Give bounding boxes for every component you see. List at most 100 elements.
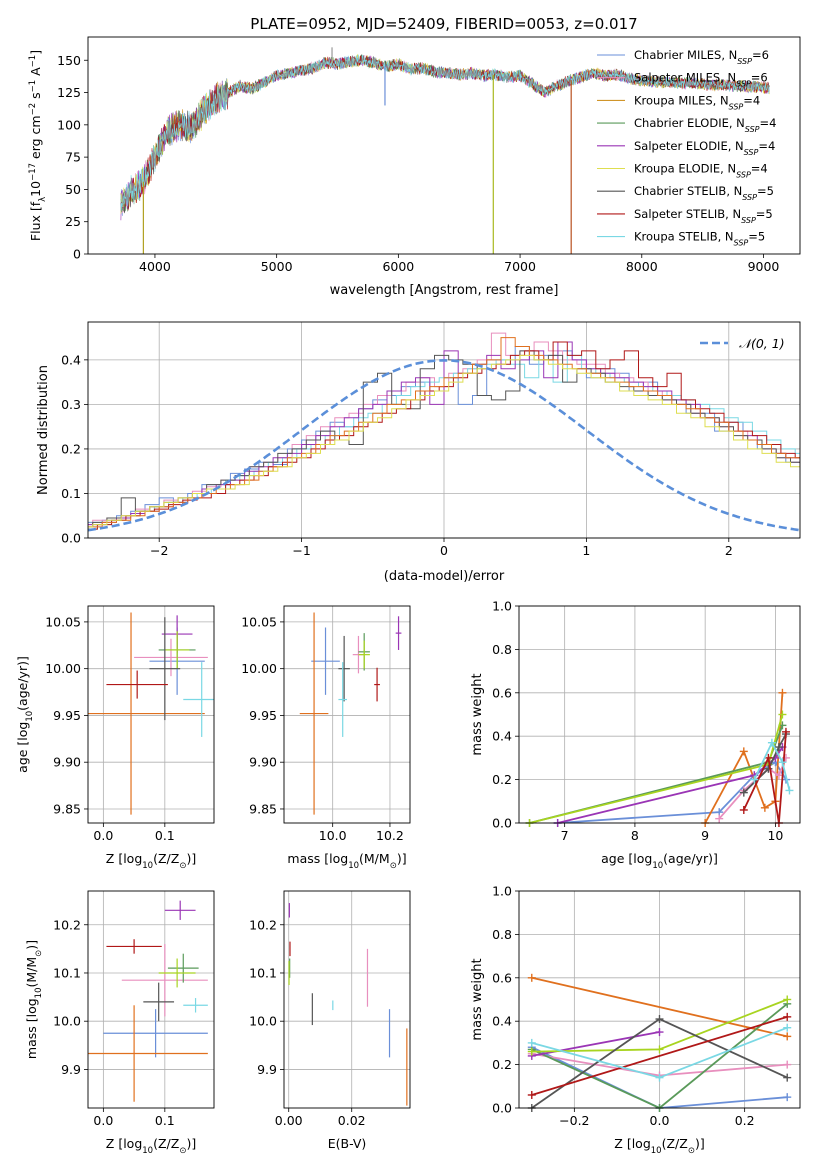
legend-label: Salpeter MILES, N	[634, 71, 736, 85]
x-tick-label: 0.00	[275, 1113, 303, 1128]
y-axis-label-part: A	[28, 67, 43, 80]
y-axis-label: Normed distribution	[36, 365, 51, 495]
y-tick-label: 1.0	[492, 884, 512, 899]
y-tick-label: 0.4	[492, 729, 512, 744]
x-axis-label-part: Z [log	[614, 1136, 650, 1151]
histogram-series	[88, 332, 800, 526]
y-axis-label-part: 10	[25, 711, 35, 722]
y-tick-label: 0.3	[61, 397, 81, 412]
x-axis-label-part: 10	[348, 861, 359, 871]
legend-sub: SSP	[744, 147, 759, 156]
legend-suffix: =5	[757, 184, 774, 198]
legend-entry: Salpeter STELIB, NSSP=5	[634, 207, 773, 225]
y-tick-label: 25	[65, 214, 81, 229]
x-tick-label: 8	[631, 828, 639, 843]
y-tick-label: 0.1	[61, 486, 81, 501]
x-axis-label-part: ⊙	[179, 1146, 186, 1156]
x-axis-label-part: Z [log	[106, 1136, 142, 1151]
x-tick-label: 0.02	[338, 1113, 366, 1128]
y-tick-label: 10.2	[249, 917, 277, 932]
legend-label: Chabrier MILES, N	[634, 48, 737, 62]
legend-entry: Chabrier MILES, NSSP=6	[634, 48, 769, 66]
x-tick-label: 5000	[261, 259, 293, 274]
x-tick-label: 9	[701, 828, 709, 843]
y-axis-label-part: 10	[28, 181, 43, 197]
x-tick-label: 9000	[748, 259, 780, 274]
x-axis-label-part: (Z/Z	[662, 1136, 688, 1151]
legend-sub: SSP	[741, 215, 756, 224]
x-axis-label-part: 10	[142, 1146, 153, 1156]
y-axis-label: mass [log10(M/M⊙)]	[24, 940, 44, 1059]
x-axis-label-part: ⊙	[179, 861, 186, 871]
y-axis-label: mass weight	[470, 673, 485, 755]
x-tick-label: 0.0	[93, 1113, 113, 1128]
spectrum-axes: 4000 5000 6000 7000 8000 9000 0 25 50 75 100 125 150…	[28, 15, 801, 298]
y-tick-label: 9.9	[61, 1062, 81, 1077]
mass-weight-line	[531, 976, 788, 1038]
y-axis-label-part: −1	[28, 55, 38, 68]
legend-entry: Salpeter MILES, NSSP=6	[634, 71, 768, 89]
y-axis-label-part: ]	[28, 50, 43, 55]
axes-frame	[518, 890, 801, 1109]
mass-weight-line	[743, 733, 787, 794]
y-axis-label-part: ⊙	[34, 950, 44, 957]
mass-weight-line	[531, 1046, 788, 1108]
legend-entry: Kroupa STELIB, NSSP=5	[634, 230, 765, 248]
y-tick-label: 1.0	[492, 599, 512, 614]
legend-label: Chabrier ELODIE, N	[634, 116, 745, 130]
histogram-series	[88, 354, 800, 528]
legend-entry: Chabrier ELODIE, NSSP=4	[634, 116, 776, 134]
x-tick-label: 10.0	[319, 828, 347, 843]
y-axis-label-part: 10	[34, 987, 44, 998]
legend-suffix: =4	[743, 93, 760, 107]
x-tick-label: 8000	[626, 259, 658, 274]
x-axis-label: Z [log10(Z/Z⊙)]	[614, 1136, 704, 1156]
y-tick-label: 9.90	[249, 755, 277, 770]
y-tick-label: 10.00	[45, 661, 81, 676]
y-tick-label: 0.0	[492, 1101, 512, 1116]
y-tick-label: 9.9	[257, 1062, 277, 1077]
x-axis-label-part: (Z/Z	[153, 851, 179, 866]
x-tick-label: −1	[292, 543, 310, 558]
x-axis-label: (data-model)/error	[384, 569, 505, 584]
normal-curve	[87, 358, 801, 532]
residual-histogram-axes: −2 −1 0 1 2 0.0 0.1 0.2 0.3 0.4 𝒩(0, 1) (data-model…	[36, 321, 801, 584]
y-tick-label: 0.2	[492, 1057, 512, 1072]
chart-title: PLATE=0952, MJD=52409, FIBERID=0053, z=0…	[250, 15, 637, 33]
y-tick-label: 0.6	[492, 685, 512, 700]
y-axis-label-part: λ	[38, 197, 48, 202]
y-tick-label: 0.0	[492, 816, 512, 831]
x-tick-label: 10	[767, 828, 783, 843]
y-tick-label: 75	[65, 150, 81, 165]
legend-label: Kroupa STELIB, N	[634, 230, 734, 244]
legend-entry: Chabrier STELIB, NSSP=5	[634, 184, 774, 202]
x-tick-label: 6000	[382, 259, 414, 274]
x-axis-label: E(B-V)	[328, 1136, 367, 1151]
y-tick-label: 0.2	[492, 772, 512, 787]
axes-frame	[283, 890, 411, 1109]
y-axis-label: age [log10(age/yr)]	[15, 656, 35, 773]
legend-entry: Salpeter ELODIE, NSSP=4	[634, 139, 775, 157]
x-axis-label-part: (Z/Z	[153, 1136, 179, 1151]
y-tick-label: 0.4	[61, 352, 81, 367]
x-axis-label: mass [log10(M/M⊙)]	[287, 851, 406, 871]
y-tick-label: 0.4	[492, 1014, 512, 1029]
x-axis-label: Z [log10(Z/Z⊙)]	[106, 1136, 196, 1156]
y-axis-label-part: (M/M	[24, 957, 39, 988]
x-tick-label: 0.0	[93, 828, 113, 843]
x-tick-label: 7000	[504, 259, 536, 274]
mass-weight-line	[753, 740, 791, 791]
x-tick-label: 2	[725, 543, 733, 558]
legend-sub: SSP	[734, 238, 749, 247]
mass-weight-line	[531, 1016, 788, 1096]
axes-frame	[87, 890, 215, 1109]
y-tick-label: 10.0	[249, 1014, 277, 1029]
x-tick-label: 1	[582, 543, 590, 558]
x-axis-label: wavelength [Angstrom, rest frame]	[330, 283, 559, 298]
x-tick-label: −0.2	[559, 1113, 589, 1128]
y-axis-label-part: (age/yr)]	[15, 656, 30, 711]
y-axis-label-part: Flux [f	[28, 201, 43, 241]
ebv-vs-mass-axes: 0.00 0.02 9.9 10.0 10.1 10.2 E(B-V)	[249, 890, 411, 1151]
